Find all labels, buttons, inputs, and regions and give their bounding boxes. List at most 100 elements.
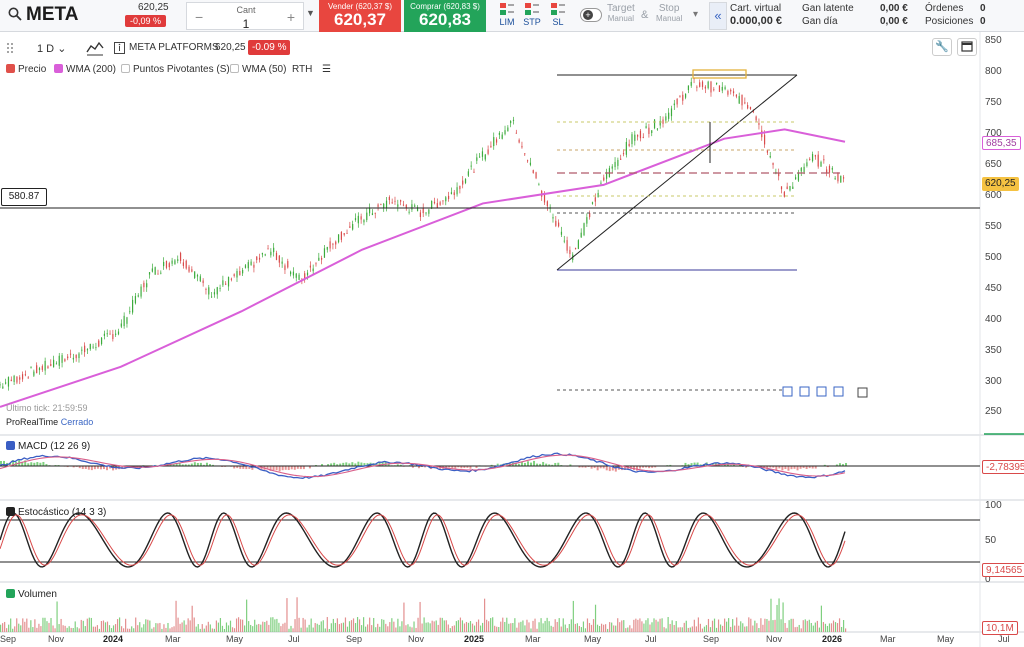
volume-bar (334, 622, 336, 632)
timeframe-selector[interactable]: 1 D ⌄ (37, 42, 66, 55)
volume-bar (689, 627, 691, 632)
legend-swatch (6, 64, 15, 73)
macd-histogram-bar (611, 466, 614, 471)
candle-body (264, 254, 266, 256)
wrench-icon[interactable]: 🔧 (932, 38, 952, 56)
list-icon[interactable]: ☰ (322, 64, 331, 75)
volume-bar (788, 620, 790, 632)
chevron-down-icon[interactable]: ▼ (306, 8, 315, 18)
volume-bar (161, 628, 163, 632)
drag-handle-icon[interactable] (6, 42, 16, 54)
macd-histogram-bar (769, 466, 772, 468)
candle-body (558, 222, 560, 227)
candle-body (529, 162, 532, 165)
stop-setting[interactable]: Stop Manual (656, 3, 682, 23)
macd-histogram-bar (202, 464, 205, 466)
volume-bar (816, 620, 818, 632)
candle-body (179, 252, 182, 261)
volume-bar (135, 617, 137, 632)
last-price-tag: 620,25 (982, 177, 1019, 191)
volume-bar (836, 623, 839, 632)
candle-body (239, 271, 241, 276)
macd-histogram-bar (417, 466, 420, 469)
price-chart[interactable] (0, 32, 1024, 647)
window-icon[interactable] (957, 38, 977, 56)
legend-wma200[interactable]: WMA (200) (54, 64, 116, 75)
volume-bar (284, 622, 286, 632)
y-tick: 250 (985, 406, 1002, 417)
target-setting[interactable]: Target Manual (607, 3, 635, 23)
info-icon[interactable] (114, 42, 125, 54)
candle-body (518, 139, 520, 143)
candle-body (137, 295, 139, 297)
symbol-title[interactable]: META (26, 4, 79, 25)
macd-histogram-bar (793, 466, 796, 469)
quantity-value[interactable]: 1 (242, 17, 250, 31)
candle-body (495, 139, 498, 143)
collapse-panel-button[interactable]: « (709, 2, 727, 30)
macd-histogram-bar (693, 462, 696, 466)
dividend-event-icon[interactable] (782, 386, 793, 397)
macd-title[interactable]: MACD (12 26 9) (6, 441, 90, 452)
chevron-down-icon[interactable]: ▾ (693, 9, 699, 20)
legend-wma50[interactable]: WMA (50) (230, 64, 286, 75)
sell-button[interactable]: Vender (620,37 $) 620,37 (319, 0, 401, 32)
increment-button[interactable]: + (286, 9, 295, 25)
candle-body (36, 365, 38, 374)
legend-rth[interactable]: RTH (292, 64, 313, 75)
candle-body (86, 349, 89, 351)
candle-body (402, 204, 405, 206)
dividend-event-icon[interactable] (816, 386, 827, 397)
macd-histogram-bar (581, 466, 584, 468)
volume-bar (395, 627, 397, 632)
volume-bar (695, 626, 697, 632)
volume-bar (403, 602, 405, 632)
macd-histogram-bar (787, 466, 790, 471)
buy-button[interactable]: Comprar (620,83 $) 620,83 (404, 0, 486, 32)
cart-virtual-label: Cart. virtual (730, 3, 782, 14)
stop-order-button[interactable]: STP (519, 2, 545, 30)
macd-histogram-bar (590, 466, 593, 469)
macd-histogram-bar (30, 462, 33, 466)
legend-precio[interactable]: Precio (6, 64, 46, 75)
volume-bar (246, 599, 248, 632)
dividend-event-icon[interactable] (833, 386, 844, 397)
order-toolbar: META 620,25 -0,09 % − Cant 1 + ▼ Vender … (0, 0, 1024, 32)
volume-title[interactable]: Volumen (6, 589, 57, 600)
event-markers[interactable] (782, 386, 868, 398)
candle-body (707, 81, 709, 89)
chart-style-icon[interactable] (86, 40, 104, 56)
info-icon[interactable] (857, 387, 868, 398)
wma200-line (0, 128, 846, 408)
highlight-rectangle[interactable] (692, 69, 747, 79)
stop-limit-order-button[interactable]: SL (545, 2, 571, 30)
dividend-event-icon[interactable] (799, 386, 810, 397)
macd-histogram-bar (424, 466, 427, 468)
x-tick: 2024 (103, 634, 124, 644)
volume-bar (840, 626, 843, 632)
macd-histogram-bar (533, 460, 536, 466)
candle-body (290, 271, 292, 275)
volume-bar (449, 628, 451, 632)
candle-body (778, 173, 780, 177)
candle-body (188, 266, 190, 272)
volume-bar (379, 626, 381, 632)
volume-bar (598, 626, 601, 632)
volume-bar (419, 601, 421, 632)
legend-pivots[interactable]: Puntos Pivotantes (S) (121, 64, 230, 75)
volume-bar (596, 624, 599, 632)
stoch-title[interactable]: Estocástico (14 3 3) (6, 507, 106, 518)
candle-body (81, 349, 83, 351)
volume-bar (173, 626, 175, 632)
macd-histogram-bar (530, 462, 533, 466)
macd-histogram-bar (12, 460, 15, 466)
limit-order-button[interactable]: LIM (494, 2, 520, 30)
decrement-button[interactable]: − (195, 9, 204, 25)
macd-histogram-bar (799, 466, 802, 469)
quantity-stepper[interactable]: − Cant 1 + (186, 2, 304, 31)
search-icon[interactable] (8, 7, 22, 21)
candle-body (247, 262, 249, 269)
level-badge[interactable]: 580.87 (1, 188, 47, 206)
candle-body (622, 153, 625, 155)
target-stop-toggle[interactable]: + (580, 8, 602, 22)
